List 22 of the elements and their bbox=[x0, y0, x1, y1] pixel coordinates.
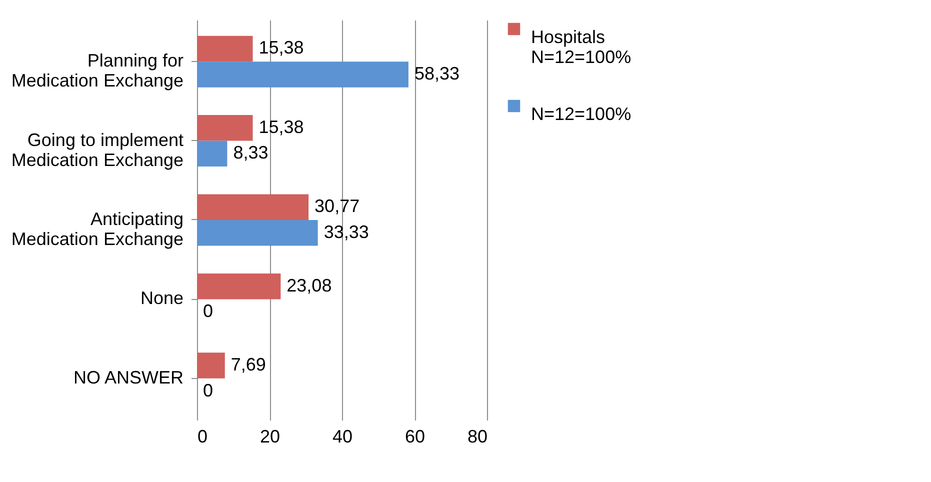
data-label: 7,69 bbox=[230, 354, 266, 375]
y-tick-label: Planning for Medication Exchange bbox=[11, 50, 184, 91]
y-tick-label: Anticipating Medication Exchange bbox=[11, 209, 184, 249]
x-tick-label: 80 bbox=[467, 426, 488, 446]
y-tick-label: Going to implement Medication Exchange bbox=[11, 130, 184, 170]
data-label: 33,33 bbox=[324, 222, 369, 242]
y-tick-label: NO ANSWER bbox=[73, 367, 184, 388]
x-tick-label: 60 bbox=[404, 426, 426, 446]
data-label: 30,77 bbox=[314, 196, 360, 216]
data-label: 23,08 bbox=[286, 275, 332, 296]
data-label: 15,38 bbox=[258, 38, 304, 58]
data-label: 8,33 bbox=[233, 142, 268, 163]
x-tick-label: 40 bbox=[332, 426, 353, 446]
data-label: 58,33 bbox=[414, 63, 460, 84]
legend-label: N=12=100% bbox=[531, 104, 632, 124]
x-tick-label: 20 bbox=[260, 426, 280, 446]
data-label: 0 bbox=[203, 301, 214, 322]
x-tick-label: 0 bbox=[198, 426, 208, 446]
legend-label: Hospitals N=12=100% bbox=[531, 27, 632, 67]
data-label: 0 bbox=[203, 380, 214, 400]
y-tick-label: None bbox=[140, 288, 184, 308]
data-label: 15,38 bbox=[258, 116, 304, 137]
